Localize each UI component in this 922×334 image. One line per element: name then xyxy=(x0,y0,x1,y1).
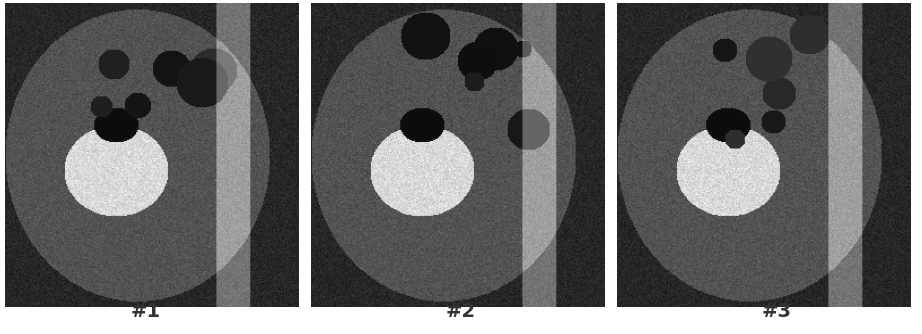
Text: #2: #2 xyxy=(446,302,476,321)
Text: #1: #1 xyxy=(131,302,160,321)
Text: #3: #3 xyxy=(762,302,791,321)
